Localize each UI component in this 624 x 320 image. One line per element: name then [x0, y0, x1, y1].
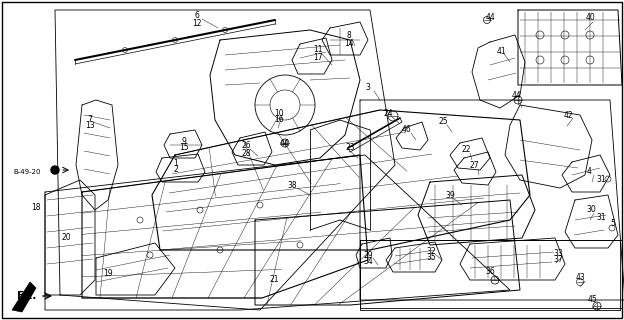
Text: 37: 37 — [553, 255, 563, 265]
Text: 24: 24 — [383, 108, 393, 117]
Text: 23: 23 — [345, 143, 355, 153]
Text: 29: 29 — [363, 251, 373, 260]
Text: 7: 7 — [87, 115, 92, 124]
Text: 8: 8 — [346, 31, 351, 41]
Text: 5: 5 — [610, 220, 615, 228]
Text: 3: 3 — [366, 84, 371, 92]
Text: 10: 10 — [274, 108, 284, 117]
Text: 44: 44 — [511, 92, 521, 100]
Text: 31: 31 — [596, 212, 606, 221]
Text: 11: 11 — [313, 45, 323, 54]
Text: 30: 30 — [586, 205, 596, 214]
Text: 36: 36 — [485, 268, 495, 276]
Text: 2: 2 — [173, 165, 178, 174]
Text: 16: 16 — [274, 116, 284, 124]
Text: 13: 13 — [85, 122, 95, 131]
Text: 26: 26 — [241, 141, 251, 150]
Text: 38: 38 — [287, 180, 297, 189]
Text: 32: 32 — [426, 246, 436, 255]
Text: 9: 9 — [182, 137, 187, 146]
Text: 43: 43 — [576, 274, 586, 283]
Text: 41: 41 — [496, 46, 506, 55]
Text: 28: 28 — [241, 148, 251, 157]
Text: 19: 19 — [103, 269, 113, 278]
Circle shape — [51, 166, 59, 174]
Polygon shape — [12, 282, 36, 312]
Text: 33: 33 — [553, 249, 563, 258]
Text: 4: 4 — [587, 167, 592, 177]
Text: 39: 39 — [445, 191, 455, 201]
Text: 12: 12 — [192, 19, 202, 28]
Text: 44: 44 — [279, 139, 289, 148]
Text: 25: 25 — [438, 117, 448, 126]
Text: FR.: FR. — [17, 291, 37, 301]
Text: 42: 42 — [563, 110, 573, 119]
Text: 44: 44 — [485, 13, 495, 22]
Text: 20: 20 — [61, 233, 71, 242]
Text: 31: 31 — [596, 174, 606, 183]
Text: 46: 46 — [402, 125, 412, 134]
Text: 22: 22 — [461, 146, 470, 155]
Text: 18: 18 — [31, 203, 41, 212]
Text: 45: 45 — [588, 295, 598, 305]
Text: 17: 17 — [313, 52, 323, 61]
Text: 6: 6 — [195, 12, 200, 20]
Text: 27: 27 — [469, 162, 479, 171]
Text: 14: 14 — [344, 38, 354, 47]
Text: 21: 21 — [269, 276, 279, 284]
Text: 15: 15 — [179, 143, 189, 153]
Text: 34: 34 — [363, 258, 373, 267]
Text: 40: 40 — [586, 13, 596, 22]
Text: 1: 1 — [173, 158, 178, 167]
Text: B-49-20: B-49-20 — [13, 169, 41, 175]
Text: 35: 35 — [426, 253, 436, 262]
